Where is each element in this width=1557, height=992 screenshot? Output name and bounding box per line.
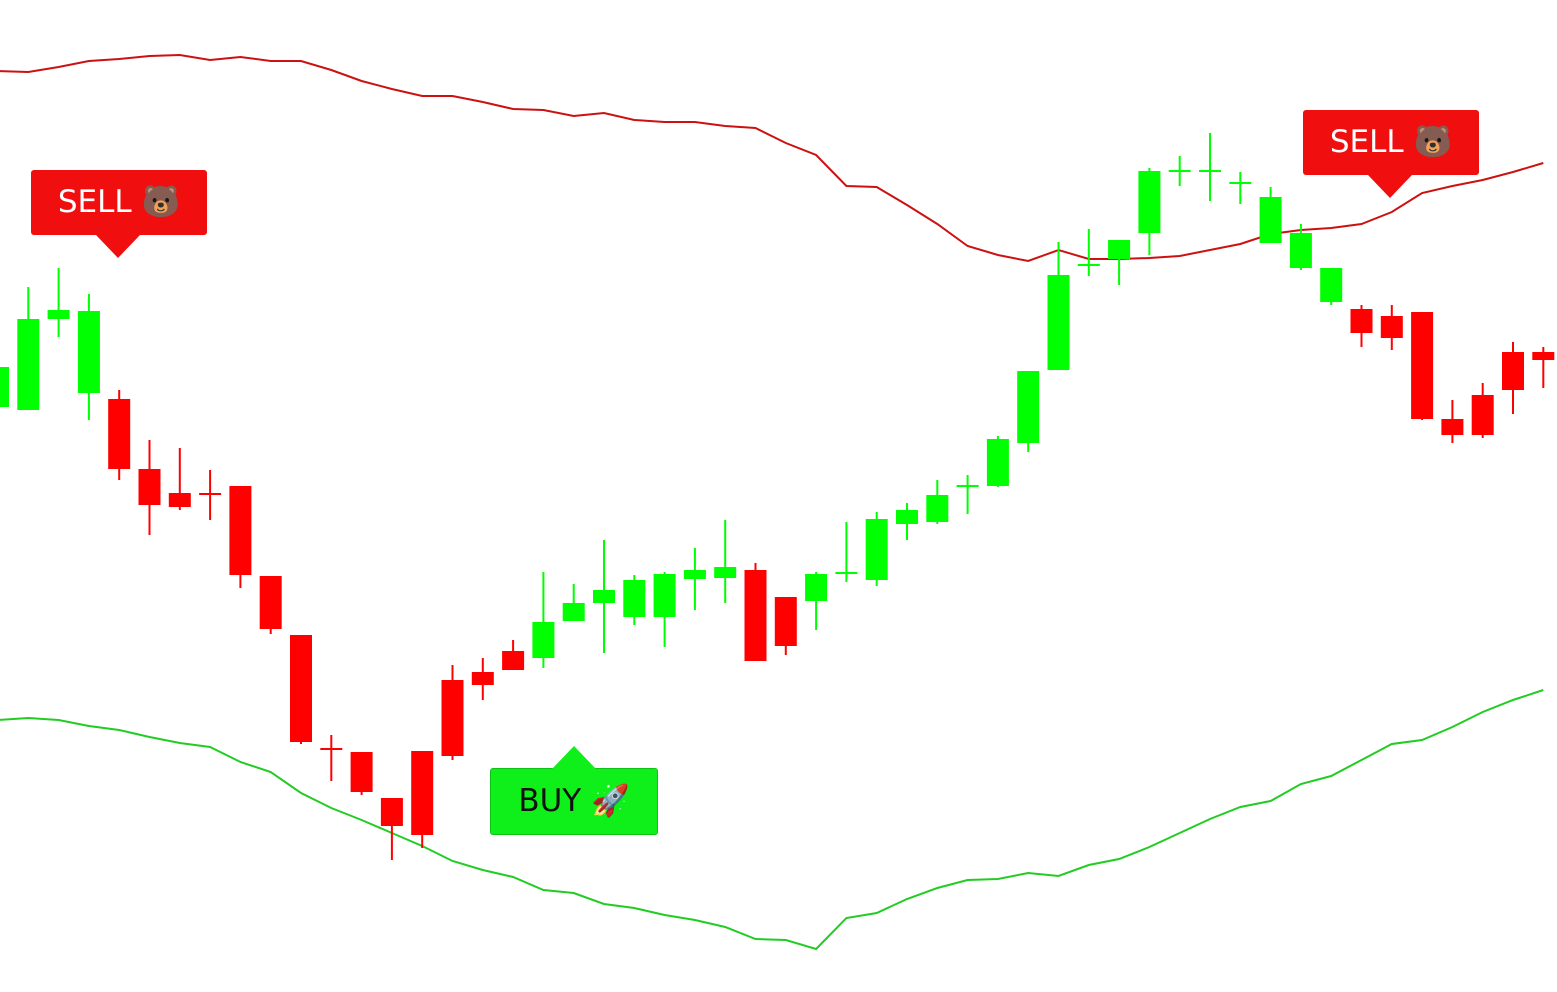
candle-body — [896, 510, 918, 524]
candle-body — [1471, 395, 1494, 435]
bollinger-band — [0, 689, 1544, 951]
candle-body — [1380, 316, 1403, 338]
candle-body — [562, 603, 585, 621]
candle-body — [1199, 170, 1221, 172]
candle-body — [290, 635, 312, 742]
candle-body — [441, 680, 464, 756]
sell-signal: SELL 🐻 — [1303, 110, 1479, 198]
candle-body — [1229, 182, 1252, 184]
candle-body — [108, 399, 131, 469]
candle-body — [714, 567, 737, 578]
candle-body — [805, 574, 828, 601]
candle-body — [986, 439, 1009, 486]
candle-body — [380, 798, 403, 826]
buy-signal: BUY 🚀 — [490, 746, 658, 835]
candle-body — [168, 493, 191, 507]
candle-body — [77, 311, 100, 393]
candle-body — [956, 485, 979, 487]
candle-body — [1320, 268, 1343, 302]
candle-body — [0, 367, 9, 407]
candle-body — [653, 574, 676, 617]
candle-body — [1289, 233, 1312, 268]
candle-body — [865, 519, 888, 580]
candle-body — [17, 319, 40, 410]
candle-body — [623, 580, 646, 617]
candle-body — [1532, 352, 1555, 360]
candle-body — [1108, 240, 1131, 259]
candle-body — [926, 495, 949, 522]
candle-body — [532, 622, 555, 658]
candle-body — [1502, 352, 1524, 390]
candle-body — [350, 752, 373, 792]
candle-body — [471, 672, 494, 685]
candle-body — [320, 748, 343, 750]
candle-body — [259, 576, 282, 629]
candle-body — [1441, 419, 1464, 435]
candle-body — [593, 590, 615, 603]
candle-body — [1350, 309, 1373, 333]
candle-body — [138, 469, 161, 505]
candle-body — [1259, 197, 1282, 243]
candle-body — [1047, 275, 1070, 370]
bollinger-band — [0, 53, 1544, 263]
candle-body — [1138, 171, 1161, 233]
candle-body — [47, 310, 70, 319]
candle-body — [1411, 312, 1434, 419]
candle-body — [683, 570, 706, 579]
candle-body — [502, 651, 525, 670]
candle-body — [411, 751, 434, 835]
candle-body — [199, 493, 222, 495]
candle-body — [229, 486, 252, 575]
candle-body — [774, 597, 797, 646]
candle-body — [744, 570, 767, 661]
sell-signal: SELL 🐻 — [31, 170, 207, 258]
candle-body — [1077, 264, 1100, 266]
candle-body — [1017, 371, 1040, 443]
candle-body — [835, 572, 858, 574]
candle-body — [1168, 170, 1191, 172]
